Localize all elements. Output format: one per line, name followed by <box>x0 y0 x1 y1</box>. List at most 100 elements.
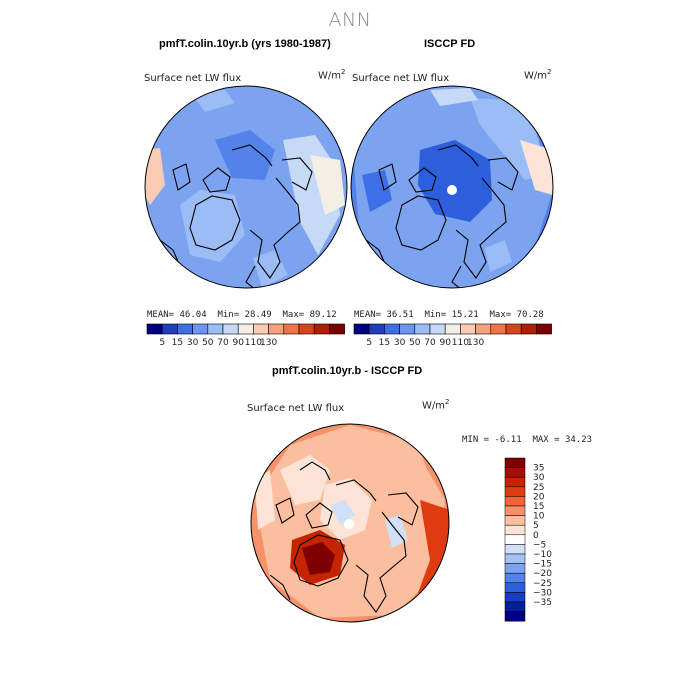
colorbar-isccp-swatch-4 <box>414 323 431 335</box>
colorbar-isccp-tick-label: 30 <box>394 338 406 348</box>
panel3-units: W/m2 <box>422 398 450 412</box>
panel3-title: pmfT.colin.10yr.b - ISCCP FD <box>272 365 423 377</box>
panel1-max-label: Max= <box>282 310 305 320</box>
colorbar-isccp-swatch-7 <box>460 323 476 335</box>
colorbar-difference-swatch-7 <box>504 524 526 536</box>
colorbar-difference-tick-label: 0 <box>533 531 539 541</box>
colorbar-difference-tick-label: −10 <box>533 550 552 560</box>
map3-coastlines <box>269 461 419 613</box>
colorbar-model-swatch-5 <box>222 323 239 335</box>
colorbar-difference-tick-label: 20 <box>533 492 545 502</box>
panel2-stats: MEAN= 36.51 Min= 15.21 Max= 70.28 <box>354 310 544 320</box>
colorbar-isccp-tick-label: 110 <box>452 338 469 348</box>
panel3-max-value: 34.23 <box>564 435 593 445</box>
colorbar-difference-swatch-6 <box>504 515 526 526</box>
colorbar-difference-tick-label: 30 <box>533 473 545 483</box>
colorbar-difference-tick-label: 35 <box>533 464 544 474</box>
panel1-title: pmfT.colin.10yr.b (yrs 1980-1987) <box>159 38 331 50</box>
colorbar-model-swatch-10 <box>298 323 315 335</box>
panel2-min-label: Min= <box>424 310 447 320</box>
colorbar-model-tick-label: 5 <box>159 338 165 348</box>
colorbar-difference-swatch-9 <box>504 544 526 555</box>
colorbar-difference-swatch-4 <box>504 496 526 507</box>
colorbar-model-swatch-0 <box>146 323 163 335</box>
panel1-mean-label: MEAN= <box>147 310 175 320</box>
colorbar-difference-tick-label: 5 <box>533 521 539 531</box>
map2-coastlines <box>365 144 519 288</box>
map2-boundary <box>350 85 554 289</box>
panel1-min-label: Min= <box>217 310 240 320</box>
colorbar-difference-swatch-8 <box>504 534 526 545</box>
colorbar-difference-swatch-14 <box>504 592 526 603</box>
map1-coastlines <box>159 144 313 288</box>
colorbar-isccp-tick-label: 90 <box>439 338 451 348</box>
panel1-flux-label: Surface net LW flux <box>144 73 242 84</box>
panel1-max-value: 89.12 <box>309 310 337 320</box>
colorbar-difference-swatch-1 <box>504 467 526 478</box>
colorbar-isccp-tick-label: 5 <box>366 338 372 348</box>
colorbar-isccp-swatch-11 <box>520 323 537 335</box>
colorbar-model-tick-label: 70 <box>217 338 229 348</box>
panel1-units: W/m2 <box>318 68 346 82</box>
colorbar-isccp-swatch-2 <box>384 323 400 335</box>
panel2-mean-value: 36.51 <box>386 310 414 320</box>
colorbar-difference-swatch-12 <box>504 572 526 584</box>
colorbar-isccp-swatch-3 <box>399 323 416 335</box>
colorbar-difference-swatch-15 <box>504 601 526 612</box>
colorbar-difference-tick-label: 15 <box>533 502 544 512</box>
colorbar-isccp-tick-label: 15 <box>379 338 390 348</box>
colorbar-isccp-swatch-8 <box>475 323 492 335</box>
panel2-units: W/m2 <box>524 68 552 82</box>
colorbar-isccp-swatch-1 <box>368 323 385 335</box>
colorbar-difference-swatch-13 <box>504 582 526 593</box>
colorbar-difference-tick-label: −35 <box>533 598 552 608</box>
colorbar-difference-swatch-2 <box>504 476 526 488</box>
colorbar-difference-tick-label: −5 <box>533 540 546 550</box>
colorbar-isccp-swatch-12 <box>536 323 552 335</box>
colorbar-model-swatch-9 <box>283 323 300 335</box>
colorbar-model-swatch-7 <box>253 323 269 335</box>
colorbar-difference-swatch-11 <box>504 563 526 574</box>
colorbar-difference-swatch-16 <box>504 611 526 622</box>
panel2-mean-label: MEAN= <box>354 310 382 320</box>
colorbar-model-swatch-2 <box>177 323 193 335</box>
colorbar-model-tick-label: 15 <box>172 338 183 348</box>
colorbar-isccp-swatch-5 <box>429 323 446 335</box>
panel2-min-value: 15.21 <box>451 310 479 320</box>
map3-pole-missing <box>344 519 354 529</box>
colorbar-isccp-swatch-0 <box>353 323 370 335</box>
map2-pole-missing <box>447 185 457 195</box>
colorbar-difference-swatch-3 <box>504 486 526 497</box>
colorbar-model-swatch-4 <box>207 323 224 335</box>
panel1-stats: MEAN= 46.04 Min= 28.49 Max= 89.12 <box>147 310 337 320</box>
colorbar-isccp-swatch-6 <box>444 323 461 335</box>
colorbar-model-tick-label: 30 <box>187 338 199 348</box>
panel3-stats: MIN = -6.11 MAX = 34.23 <box>462 435 592 445</box>
colorbar-difference-tick-label: −20 <box>533 569 552 579</box>
panel1-min-value: 28.49 <box>244 310 272 320</box>
panel1-mean-value: 46.04 <box>179 310 207 320</box>
colorbar-difference-tick-label: −25 <box>533 579 552 589</box>
colorbar-difference-tick-label: −15 <box>533 560 552 570</box>
colorbar-difference-swatch-5 <box>504 505 526 516</box>
colorbar-isccp-tick-label: 70 <box>424 338 436 348</box>
panel2-max-value: 70.28 <box>516 310 544 320</box>
colorbar-model-swatch-3 <box>192 323 209 335</box>
colorbar-isccp-swatch-9 <box>490 323 507 335</box>
colorbar-model-swatch-6 <box>237 323 254 335</box>
panel3-min-value: -6.11 <box>494 435 522 445</box>
colorbar-model-tick-label: 50 <box>202 338 214 348</box>
colorbar-model-tick-label: 130 <box>260 338 277 348</box>
map1-polar-plot <box>145 86 347 288</box>
colorbar-model-swatch-11 <box>313 323 330 335</box>
panel2-max-label: Max= <box>489 310 512 320</box>
panel2-flux-label: Surface net LW flux <box>352 73 450 84</box>
colorbar-difference-tick-label: 25 <box>533 483 544 493</box>
colorbar-model-tick-label: 110 <box>245 338 262 348</box>
colorbar-difference-swatch-10 <box>504 553 526 564</box>
